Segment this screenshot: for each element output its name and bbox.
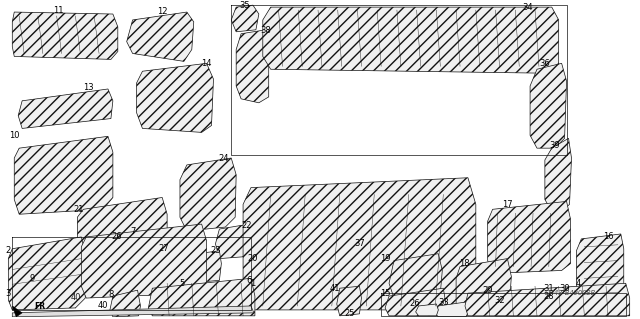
Polygon shape bbox=[147, 249, 190, 286]
Polygon shape bbox=[136, 63, 214, 132]
Polygon shape bbox=[243, 178, 476, 310]
Polygon shape bbox=[465, 283, 630, 316]
Polygon shape bbox=[545, 138, 572, 211]
Text: 26: 26 bbox=[410, 300, 420, 308]
Text: 6: 6 bbox=[246, 276, 252, 285]
Polygon shape bbox=[127, 12, 194, 61]
Polygon shape bbox=[14, 136, 113, 214]
Polygon shape bbox=[435, 302, 468, 317]
Text: 39: 39 bbox=[549, 141, 560, 150]
Text: 5: 5 bbox=[179, 279, 184, 288]
Text: 32: 32 bbox=[494, 295, 505, 305]
Text: 34: 34 bbox=[522, 3, 532, 11]
Polygon shape bbox=[577, 234, 624, 313]
Text: 8: 8 bbox=[108, 290, 113, 299]
Text: 10: 10 bbox=[9, 131, 19, 140]
Text: 36: 36 bbox=[540, 59, 550, 68]
Polygon shape bbox=[77, 197, 167, 266]
Polygon shape bbox=[12, 12, 118, 59]
Text: 7: 7 bbox=[130, 226, 135, 235]
Text: 13: 13 bbox=[83, 84, 93, 93]
Text: 17: 17 bbox=[502, 200, 513, 209]
Text: 27: 27 bbox=[159, 244, 170, 253]
Text: 21: 21 bbox=[73, 205, 84, 214]
Text: 3: 3 bbox=[6, 289, 11, 298]
Polygon shape bbox=[456, 259, 511, 316]
Polygon shape bbox=[110, 290, 141, 317]
Polygon shape bbox=[231, 5, 259, 32]
Text: 41: 41 bbox=[330, 284, 340, 293]
Text: 22: 22 bbox=[242, 220, 252, 230]
Text: 16: 16 bbox=[603, 233, 613, 241]
Text: 24: 24 bbox=[218, 153, 228, 162]
Text: 33: 33 bbox=[438, 298, 449, 307]
Text: 35: 35 bbox=[240, 1, 250, 10]
Text: 9: 9 bbox=[29, 274, 35, 283]
Text: 19: 19 bbox=[380, 254, 390, 263]
Text: FR: FR bbox=[34, 302, 45, 311]
Text: 2: 2 bbox=[6, 246, 11, 255]
Text: 1: 1 bbox=[250, 279, 255, 288]
Text: 29: 29 bbox=[483, 286, 493, 295]
Polygon shape bbox=[119, 236, 150, 269]
Polygon shape bbox=[389, 254, 442, 298]
Polygon shape bbox=[236, 30, 269, 103]
Text: 25: 25 bbox=[344, 309, 355, 318]
Polygon shape bbox=[8, 237, 85, 310]
Text: 20: 20 bbox=[248, 254, 258, 263]
Text: 23: 23 bbox=[210, 246, 221, 255]
Polygon shape bbox=[194, 251, 221, 282]
Polygon shape bbox=[385, 288, 446, 316]
Text: 28: 28 bbox=[543, 292, 554, 300]
Text: 40: 40 bbox=[70, 293, 81, 308]
Text: 26: 26 bbox=[111, 233, 122, 241]
Polygon shape bbox=[12, 306, 254, 317]
Text: 15: 15 bbox=[380, 289, 390, 298]
Text: 30: 30 bbox=[559, 284, 570, 293]
Polygon shape bbox=[493, 298, 541, 316]
Polygon shape bbox=[216, 225, 247, 259]
Text: 31: 31 bbox=[543, 284, 554, 293]
Text: 12: 12 bbox=[157, 7, 168, 16]
Text: SM43-B49008B: SM43-B49008B bbox=[545, 290, 596, 296]
Polygon shape bbox=[12, 306, 22, 317]
Polygon shape bbox=[530, 63, 566, 148]
Polygon shape bbox=[415, 304, 438, 316]
Text: 38: 38 bbox=[260, 26, 271, 35]
Text: 14: 14 bbox=[202, 59, 212, 68]
Polygon shape bbox=[337, 286, 362, 316]
Polygon shape bbox=[488, 201, 570, 273]
Polygon shape bbox=[180, 158, 236, 231]
Text: 37: 37 bbox=[354, 239, 365, 248]
Text: 40: 40 bbox=[98, 301, 108, 310]
Text: 4: 4 bbox=[576, 279, 581, 288]
Polygon shape bbox=[18, 89, 113, 129]
Polygon shape bbox=[263, 7, 559, 73]
Text: 18: 18 bbox=[459, 259, 469, 268]
Polygon shape bbox=[81, 224, 207, 298]
Text: 11: 11 bbox=[53, 5, 64, 15]
Polygon shape bbox=[148, 278, 255, 316]
